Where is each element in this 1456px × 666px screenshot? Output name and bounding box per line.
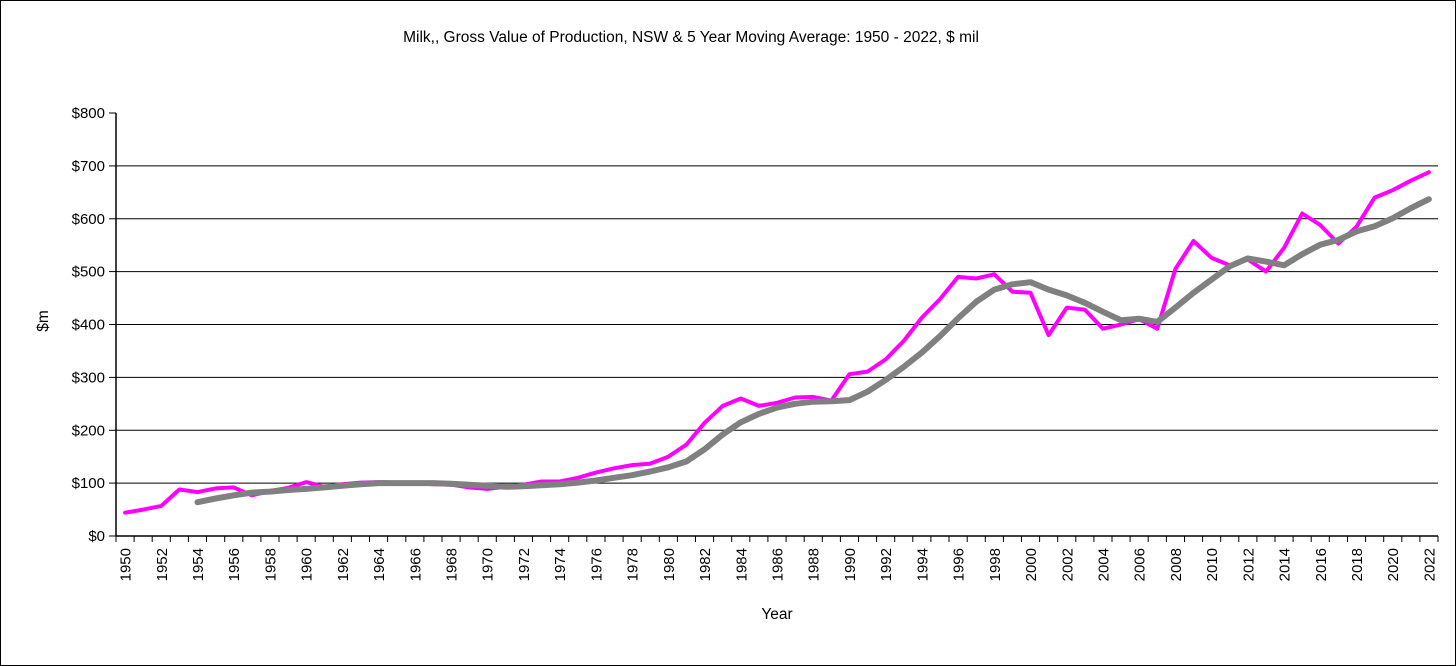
svg-text:1984: 1984 [733, 548, 750, 581]
svg-text:1956: 1956 [226, 548, 243, 581]
svg-text:2008: 2008 [1168, 548, 1185, 581]
svg-text:1962: 1962 [335, 548, 352, 581]
svg-text:$300: $300 [72, 369, 105, 386]
y-tick-labels: $0 $100 $200 $300 $400 $500 $600 $700 $800 [72, 105, 105, 545]
series-nsw-line [123, 170, 1431, 515]
svg-text:1978: 1978 [625, 548, 642, 581]
axes [115, 113, 1438, 537]
x-tick-labels: 1950 1952 1954 1956 1958 1960 1962 1964 1966 1968… [118, 548, 1439, 581]
svg-text:$400: $400 [72, 317, 105, 334]
chart-title: Milk,, Gross Value of Production, NSW & … [403, 29, 979, 46]
x-axis-title: Year [761, 606, 793, 623]
svg-text:1972: 1972 [516, 548, 533, 581]
svg-text:2016: 2016 [1313, 548, 1330, 581]
svg-text:2018: 2018 [1349, 548, 1366, 581]
svg-text:1986: 1986 [770, 548, 787, 581]
svg-text:$500: $500 [72, 264, 105, 281]
y-gridlines [116, 165, 1438, 484]
svg-text:2014: 2014 [1277, 548, 1294, 581]
svg-text:2022: 2022 [1421, 548, 1438, 581]
svg-text:1988: 1988 [806, 548, 823, 581]
svg-text:$700: $700 [72, 158, 105, 175]
x-tick-marks [115, 536, 1439, 542]
svg-text:2004: 2004 [1096, 548, 1113, 581]
svg-text:$600: $600 [72, 211, 105, 228]
svg-text:2000: 2000 [1023, 548, 1040, 581]
svg-text:1990: 1990 [842, 548, 859, 581]
svg-text:2010: 2010 [1204, 548, 1221, 581]
y-axis-title: $m [35, 310, 52, 332]
svg-text:1982: 1982 [697, 548, 714, 581]
svg-text:$200: $200 [72, 422, 105, 439]
series-moving-average-line [194, 196, 1432, 506]
svg-text:1976: 1976 [588, 548, 605, 581]
svg-text:$800: $800 [72, 105, 105, 122]
svg-text:1960: 1960 [299, 548, 316, 581]
svg-text:1994: 1994 [914, 548, 931, 581]
svg-text:1968: 1968 [444, 548, 461, 581]
svg-text:1952: 1952 [154, 548, 171, 581]
svg-text:2012: 2012 [1240, 548, 1257, 581]
svg-text:$0: $0 [88, 528, 105, 545]
svg-text:1954: 1954 [190, 548, 207, 581]
svg-text:1950: 1950 [118, 548, 135, 581]
svg-text:1974: 1974 [552, 548, 569, 581]
svg-text:1996: 1996 [951, 548, 968, 581]
svg-text:2006: 2006 [1132, 548, 1149, 581]
y-tick-marks [109, 112, 116, 537]
svg-text:1958: 1958 [262, 548, 279, 581]
svg-text:1970: 1970 [480, 548, 497, 581]
svg-text:1980: 1980 [661, 548, 678, 581]
svg-text:1966: 1966 [407, 548, 424, 581]
svg-text:2002: 2002 [1059, 548, 1076, 581]
svg-text:1964: 1964 [371, 548, 388, 581]
svg-text:1998: 1998 [987, 548, 1004, 581]
svg-text:2020: 2020 [1385, 548, 1402, 581]
svg-text:$100: $100 [72, 475, 105, 492]
svg-text:1992: 1992 [878, 548, 895, 581]
